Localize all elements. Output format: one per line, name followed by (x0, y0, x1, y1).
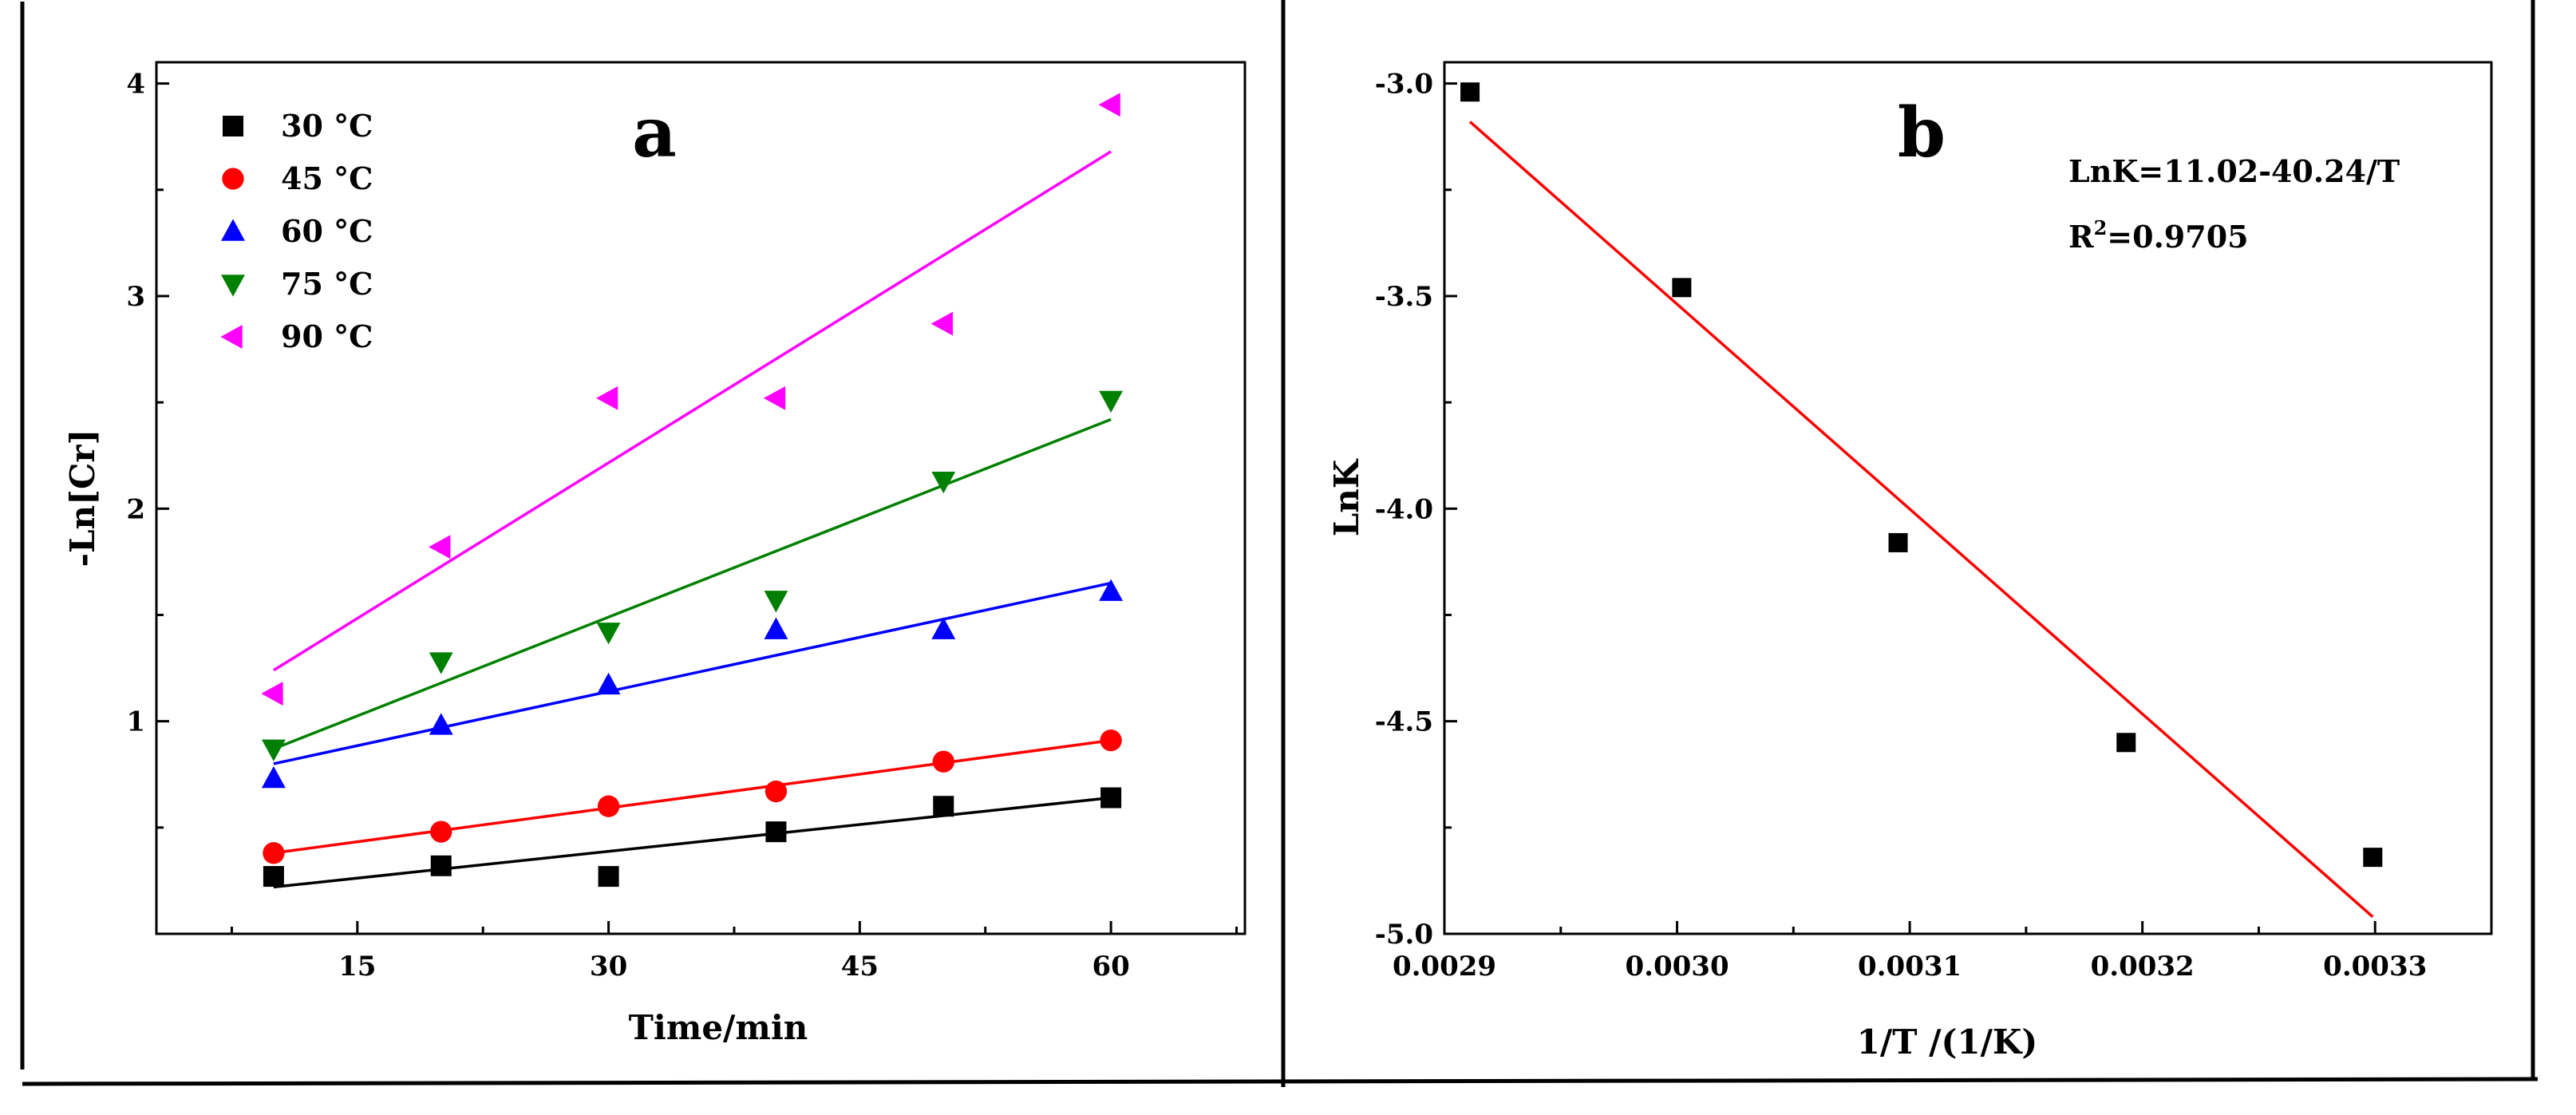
panel-a-y-tick-label: 1 (126, 706, 145, 738)
panel-a-x-tick-label: 30 (590, 951, 627, 983)
legend-marker-series-2 (221, 219, 245, 241)
legend-marker-series-0 (223, 116, 243, 136)
figure-frame (20, 0, 2538, 1087)
panel-a-data-point-series-0 (598, 866, 619, 888)
panel-b-fit-line-series-0 (1468, 121, 2374, 919)
legend-label-series-0: 30 °C (281, 108, 373, 144)
panel-a-data-point-series-0 (933, 796, 954, 817)
panel-b-x-tick-label: 0.0029 (1393, 951, 1496, 983)
panel-b-r2-value: =0.9705 (2107, 219, 2248, 255)
panel-b-data-point-series-0 (2116, 733, 2136, 753)
panel-a-data-point-series-0 (765, 821, 787, 843)
panel-b-x-tick-label: 0.0032 (2091, 951, 2195, 983)
panel-a-data-point-series-2 (596, 672, 621, 695)
panel-b-y-tick-label: -4.0 (1375, 493, 1433, 525)
panel-a-data-point-series-2 (1099, 579, 1124, 601)
panel-b-y-tick-label: -5.0 (1375, 919, 1433, 951)
panel-a-data-point-series-2 (764, 617, 788, 639)
panel-a-data-point-series-4 (261, 682, 283, 706)
panel-a-plot-area (155, 61, 1247, 935)
legend-label-series-2: 60 °C (281, 213, 373, 249)
panel-a-y-tick-label: 4 (126, 69, 145, 101)
panel-b-r2-prefix: R (2068, 219, 2094, 255)
panel-a-fit-line-series-4 (272, 150, 1112, 672)
panel-a-data-point-series-1 (765, 780, 788, 803)
panel-a-data-point-series-2 (429, 713, 453, 735)
panel-b-r2-superscript: 2 (2094, 216, 2108, 239)
panel-a-data-point-series-3 (931, 471, 956, 494)
panel-a-legend: 30 °C 45 °C 60 °C 75 °C 90 °C (220, 108, 373, 354)
panel-a-x-tick-label: 60 (1092, 951, 1129, 983)
panel-a-fit-line-series-2 (273, 581, 1112, 765)
panel-a-data-point-series-3 (764, 591, 788, 613)
panel-b-r-squared: R2=0.9705 (2068, 216, 2249, 255)
panel-a-letter: a (632, 93, 677, 173)
panel-b-y-tick-label: -3.5 (1375, 281, 1433, 313)
panel-a-data-point-series-0 (430, 855, 452, 876)
panel-a-x-axis-title: Time/min (629, 1008, 808, 1047)
panel-a-data-point-series-3 (429, 652, 453, 674)
panel-b-data-points (1460, 82, 2383, 868)
panel-b-y-tick-label: -3.0 (1375, 69, 1433, 101)
panel-b-equation: LnK=11.02-40.24/T (2068, 153, 2400, 189)
panel-b-letter: b (1898, 93, 1946, 173)
panel-a-data-points (261, 93, 1124, 888)
panel-a-data-point-series-3 (1099, 390, 1124, 413)
panel-b-plot-area (1443, 61, 2493, 935)
panel-a-data-point-series-4 (595, 386, 618, 410)
panel-a-data-point-series-1 (430, 820, 452, 843)
panel-a-data-point-series-1 (932, 750, 954, 773)
panel-b-fit-line (1468, 121, 2374, 919)
legend-label-series-3: 75 °C (281, 266, 373, 302)
panel-b-ticks: 0.0029 0.0030 0.0031 0.0032 0.0033 -5.0 -4.5 -4… (1375, 69, 2428, 983)
panel-a-data-point-series-3 (596, 623, 621, 645)
panel-b-y-tick-label: -4.5 (1375, 706, 1433, 738)
panel-a-data-point-series-2 (931, 617, 956, 639)
legend-marker-series-1 (222, 168, 244, 190)
panel-b-x-tick-label: 0.0031 (1858, 951, 1962, 983)
panel-b-data-point-series-0 (1888, 532, 1908, 552)
legend-label-series-4: 90 °C (281, 318, 373, 354)
panel-a-data-point-series-2 (261, 765, 286, 789)
panel-b-data-point-series-0 (2363, 848, 2383, 868)
panel-a-data-point-series-0 (1100, 787, 1122, 809)
panel-b-y-axis-title: LnK (1327, 458, 1366, 536)
legend-label-series-1: 45 °C (281, 160, 373, 196)
legend-marker-series-3 (221, 275, 245, 297)
panel-a-data-point-series-3 (261, 739, 286, 761)
panel-a-chart: 15 30 45 60 1 2 3 4 30 °C 45 °C 60 °C 75 °C 90 °C a… (63, 61, 1247, 1047)
panel-a-data-point-series-4 (1098, 93, 1120, 117)
panel-b-x-tick-label: 0.0030 (1625, 951, 1729, 983)
panel-a-x-tick-label: 45 (841, 951, 879, 983)
panel-a-fit-line-series-0 (273, 796, 1112, 889)
panel-a-data-point-series-1 (263, 842, 285, 864)
panel-a-fit-lines (272, 150, 1112, 889)
legend-marker-series-4 (220, 325, 243, 349)
panel-a-ticks: 15 30 45 60 1 2 3 4 (126, 69, 1239, 983)
panel-b-x-tick-label: 0.0033 (2323, 951, 2427, 983)
panel-b-x-axis-title: 1/T /(1/K) (1857, 1022, 2038, 1062)
panel-a-data-point-series-4 (429, 535, 451, 559)
panel-a-x-tick-label: 15 (338, 951, 376, 983)
panel-b-data-point-series-0 (1460, 82, 1480, 102)
panel-b-data-point-series-0 (1672, 278, 1692, 298)
panel-a-data-point-series-4 (763, 386, 786, 410)
panel-a-y-axis-title: -Ln[Cr] (63, 429, 102, 567)
panel-b-chart: 0.0029 0.0030 0.0031 0.0032 0.0033 -5.0 -4.5 -4… (1327, 61, 2493, 1062)
panel-a-y-tick-label: 3 (126, 281, 145, 313)
panel-a-data-point-series-4 (930, 311, 953, 336)
panel-a-data-point-series-1 (1100, 729, 1122, 752)
panel-a-y-tick-label: 2 (126, 493, 145, 525)
panel-a-fit-line-series-3 (273, 417, 1112, 750)
panel-a-fit-line-series-1 (273, 738, 1112, 855)
panel-a-data-point-series-0 (263, 866, 284, 888)
panel-a-data-point-series-1 (597, 795, 620, 817)
